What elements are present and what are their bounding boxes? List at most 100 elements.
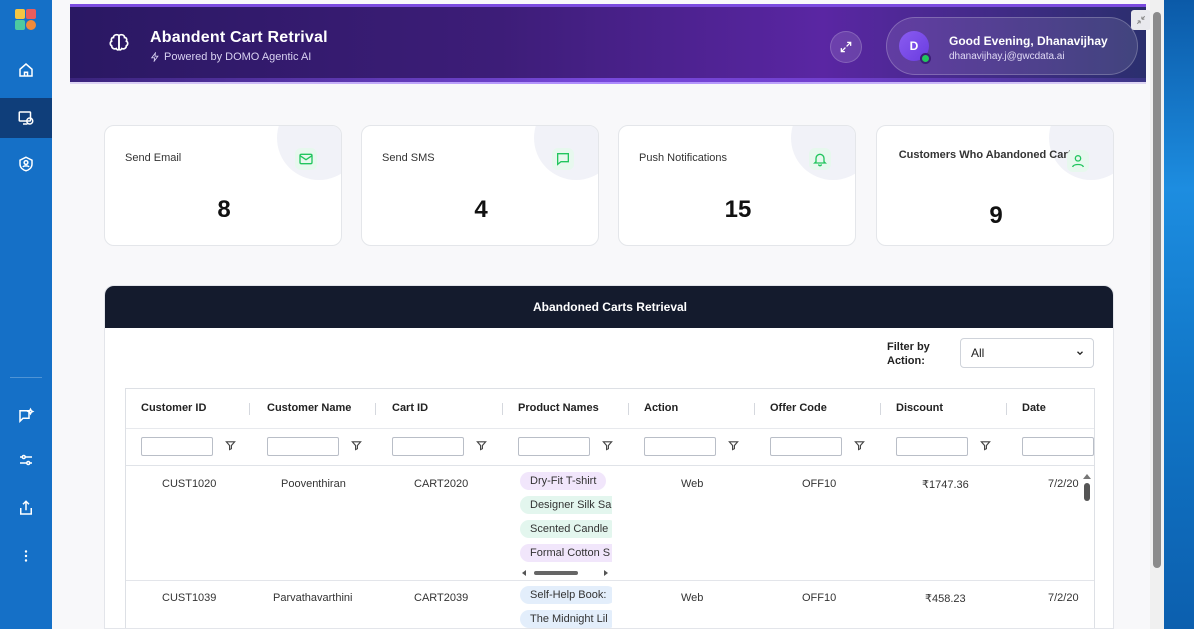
nav-share[interactable] bbox=[0, 488, 52, 528]
product-chip: The Midnight Lil bbox=[520, 610, 612, 628]
table-row[interactable]: CUST1020 Pooventhiran CART2020 Dry-Fit T… bbox=[126, 467, 1094, 581]
column-header[interactable]: Cart ID bbox=[392, 402, 429, 414]
product-chip-list[interactable]: Dry-Fit T-shirt Designer Silk Sa Scented… bbox=[520, 471, 612, 567]
nav-agent-dashboard[interactable] bbox=[0, 98, 52, 138]
user-email: dhanavijhay.j@gwcdata.ai bbox=[949, 51, 1065, 62]
filter-icon[interactable] bbox=[854, 440, 865, 451]
stat-value: 15 bbox=[724, 196, 752, 223]
cell-discount: ₹1747.36 bbox=[922, 479, 969, 491]
column-header[interactable]: Action bbox=[644, 402, 679, 414]
cell-date: 7/2/20 bbox=[1048, 592, 1079, 604]
filter-icon[interactable] bbox=[476, 440, 487, 451]
table-row[interactable]: CUST1039 Parvathavarthini CART2039 Self-… bbox=[126, 581, 1094, 628]
app-logo-icon[interactable] bbox=[13, 6, 39, 32]
abandoned-carts-panel: Abandoned Carts Retrieval Filter by Acti… bbox=[104, 285, 1114, 629]
agent-dashboard-icon bbox=[18, 111, 34, 125]
data-grid: Customer ID Customer Name Cart ID Produc… bbox=[125, 388, 1095, 628]
filter-icon[interactable] bbox=[602, 440, 613, 451]
user-icon bbox=[1067, 150, 1089, 172]
column-resize-handle[interactable] bbox=[880, 403, 881, 415]
header-glow bbox=[70, 78, 1146, 84]
discount-filter-input[interactable] bbox=[896, 437, 968, 456]
collapse-corner-button[interactable] bbox=[1131, 10, 1151, 30]
column-resize-handle[interactable] bbox=[754, 403, 755, 415]
cart-id-filter-input[interactable] bbox=[392, 437, 464, 456]
stat-label: Push Notifications bbox=[639, 152, 728, 164]
customer-name-filter-input[interactable] bbox=[267, 437, 339, 456]
action-filter-input[interactable] bbox=[644, 437, 716, 456]
share-icon bbox=[20, 500, 32, 515]
stat-label: Send Email bbox=[125, 152, 182, 164]
product-chip: Formal Cotton S bbox=[520, 544, 612, 562]
grid-header-row: Customer ID Customer Name Cart ID Produc… bbox=[126, 389, 1094, 429]
filter-icon[interactable] bbox=[728, 440, 739, 451]
product-chip: Scented Candle bbox=[520, 520, 612, 538]
column-header[interactable]: Customer ID bbox=[141, 402, 207, 414]
chevron-down-icon bbox=[1077, 351, 1083, 356]
page-scrollbar[interactable] bbox=[1150, 0, 1164, 629]
date-filter-input[interactable] bbox=[1022, 437, 1094, 456]
cell-discount: ₹458.23 bbox=[925, 593, 966, 605]
online-status-indicator bbox=[920, 53, 931, 64]
offer-code-filter-input[interactable] bbox=[770, 437, 842, 456]
column-header[interactable]: Customer Name bbox=[267, 402, 352, 414]
horizontal-scrollbar[interactable] bbox=[522, 569, 612, 577]
column-resize-handle[interactable] bbox=[628, 403, 629, 415]
stat-value: 8 bbox=[217, 196, 231, 223]
column-header[interactable]: Discount bbox=[896, 402, 944, 414]
shrink-icon bbox=[1136, 15, 1146, 25]
filter-icon[interactable] bbox=[351, 440, 362, 451]
home-icon bbox=[19, 63, 33, 77]
chat-icon bbox=[552, 148, 574, 170]
user-profile-pill[interactable]: D Good Evening, Dhanavijhay dhanavijhay.… bbox=[886, 17, 1138, 75]
product-chip-list[interactable]: Self-Help Book: The Midnight Lil bbox=[520, 585, 612, 628]
column-header[interactable]: Offer Code bbox=[770, 402, 827, 414]
column-resize-handle[interactable] bbox=[502, 403, 503, 415]
stat-value: 4 bbox=[474, 196, 488, 223]
more-icon bbox=[24, 550, 28, 562]
column-resize-handle[interactable] bbox=[375, 403, 376, 415]
main-content: Abandent Cart Retrival Powered by DOMO A… bbox=[52, 0, 1150, 629]
user-greeting: Good Evening, Dhanavijhay bbox=[949, 34, 1108, 48]
column-header[interactable]: Product Names bbox=[518, 402, 599, 414]
cell-cart-id: CART2039 bbox=[414, 592, 469, 604]
nav-shield-user[interactable] bbox=[0, 144, 52, 184]
panel-title: Abandoned Carts Retrieval bbox=[105, 286, 1113, 328]
stat-value: 9 bbox=[989, 202, 1003, 229]
nav-ai-chat[interactable] bbox=[0, 396, 52, 436]
page-title: Abandent Cart Retrival bbox=[150, 29, 328, 46]
product-chip: Designer Silk Sa bbox=[520, 496, 612, 514]
nav-settings-sliders[interactable] bbox=[0, 440, 52, 480]
filter-selected-value: All bbox=[971, 346, 985, 360]
nav-more[interactable] bbox=[0, 536, 52, 576]
left-nav-rail bbox=[0, 0, 52, 629]
nav-home[interactable] bbox=[0, 50, 52, 90]
brain-icon bbox=[109, 33, 129, 51]
cell-customer-id: CUST1020 bbox=[162, 478, 217, 490]
column-resize-handle[interactable] bbox=[249, 403, 250, 415]
rail-divider bbox=[10, 377, 42, 378]
stat-label: Customers Who Abandoned Cart bbox=[898, 149, 1072, 161]
expand-icon bbox=[840, 41, 852, 53]
shield-user-icon bbox=[19, 156, 33, 172]
page-scrollbar-thumb[interactable] bbox=[1153, 12, 1161, 568]
product-chip: Self-Help Book: bbox=[520, 586, 612, 604]
cell-offer-code: OFF10 bbox=[802, 478, 837, 490]
grid-vertical-scrollbar[interactable] bbox=[1082, 473, 1092, 513]
stat-card-send-sms: Send SMS 4 bbox=[361, 125, 599, 246]
fullscreen-button[interactable] bbox=[830, 31, 862, 63]
action-filter-select[interactable]: All bbox=[960, 338, 1094, 368]
customer-id-filter-input[interactable] bbox=[141, 437, 213, 456]
product-names-filter-input[interactable] bbox=[518, 437, 590, 456]
filter-icon[interactable] bbox=[225, 440, 236, 451]
filter-icon[interactable] bbox=[980, 440, 991, 451]
column-header[interactable]: Date bbox=[1022, 402, 1046, 414]
cell-customer-name: Parvathavarthini bbox=[273, 592, 353, 604]
bell-icon bbox=[809, 148, 831, 170]
cell-action: Web bbox=[681, 592, 704, 604]
product-chip: Dry-Fit T-shirt bbox=[520, 472, 607, 490]
page-subtitle: Powered by DOMO Agentic AI bbox=[150, 51, 311, 63]
sliders-icon bbox=[20, 454, 32, 466]
column-resize-handle[interactable] bbox=[1006, 403, 1007, 415]
mail-icon bbox=[295, 148, 317, 170]
